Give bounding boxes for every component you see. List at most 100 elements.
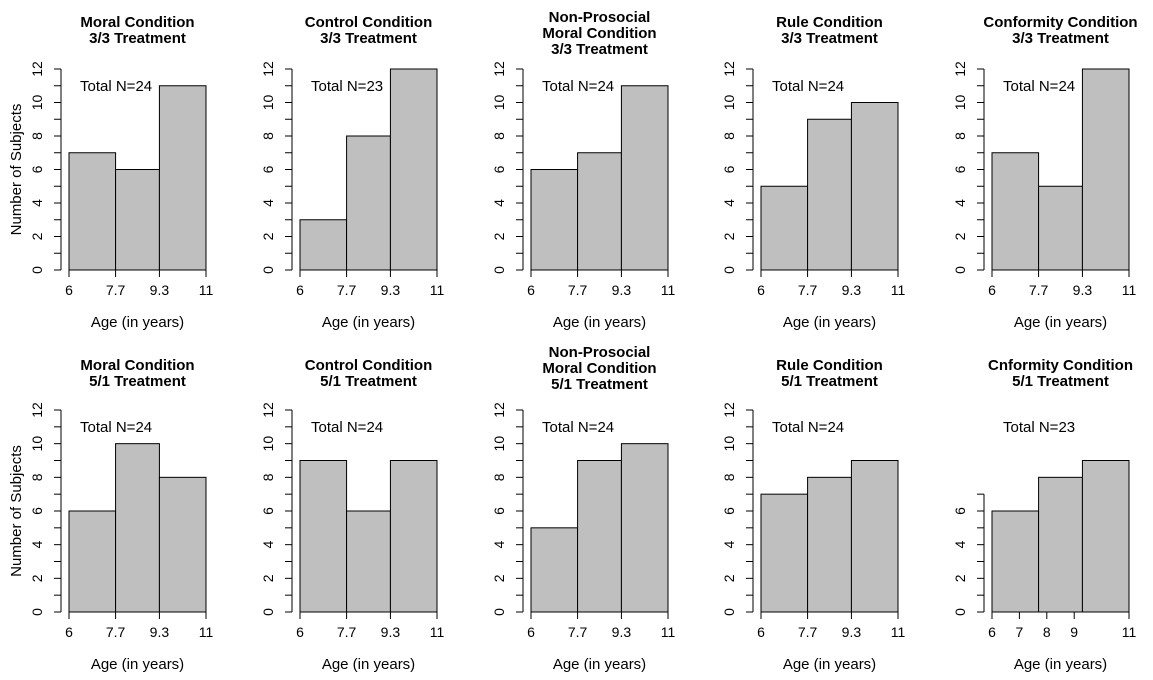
histogram-bar — [577, 152, 622, 271]
y-tick-label: 10 — [29, 95, 45, 111]
y-tick-label: 12 — [952, 61, 968, 77]
histogram-bar — [760, 493, 809, 613]
panel-title-line: 5/1 Treatment — [1012, 373, 1109, 390]
y-tick-label: 12 — [29, 402, 45, 418]
histogram-bar — [158, 476, 207, 613]
y-tick-label: 0 — [491, 608, 507, 616]
y-axis: 0 2 4 6 8 10 12 — [29, 61, 62, 274]
histogram-bar — [158, 85, 207, 271]
panel-title-line: Rule Condition — [776, 357, 883, 374]
total-n-label: Total N=24 — [772, 78, 844, 95]
histogram-bar — [530, 527, 579, 613]
y-tick-label: 6 — [29, 507, 45, 515]
panel-title-line: Moral Condition — [80, 357, 194, 374]
x-tick-label: 11 — [891, 282, 906, 298]
y-tick-label: 4 — [721, 541, 737, 549]
x-tick-label: 6 — [988, 624, 996, 640]
panel-title-line: 5/1 Treatment — [781, 373, 878, 390]
panel-title-line: 3/3 Treatment — [1012, 30, 1109, 47]
total-n-label: Total N=24 — [80, 78, 152, 95]
histogram-bar — [389, 68, 438, 271]
y-axis: 0 2 4 6 8 10 12 — [721, 61, 754, 274]
y-tick-label: 8 — [29, 132, 45, 140]
y-tick-label: 0 — [29, 608, 45, 616]
x-tick-label: 11 — [661, 282, 676, 298]
histogram-bar — [850, 460, 899, 613]
total-n-label: Total N=24 — [542, 419, 614, 436]
histogram-bar — [389, 460, 438, 613]
x-tick-label: 11 — [891, 624, 906, 640]
x-axis: 6 7.7 9.3 11 — [988, 269, 1136, 298]
x-tick-label: 11 — [199, 624, 214, 640]
x-tick-label: 11 — [199, 282, 214, 298]
y-tick-label: 0 — [491, 266, 507, 274]
y-tick-label: 6 — [491, 507, 507, 515]
histogram-bar — [346, 510, 391, 613]
x-axis-label: Age (in years) — [783, 656, 876, 673]
total-n-label: Total N=24 — [80, 419, 152, 436]
y-tick-label: 12 — [721, 402, 737, 418]
y-axis: 0 2 4 6 8 10 12 — [491, 402, 524, 616]
x-tick-label: 6 — [65, 624, 73, 640]
y-tick-label: 4 — [491, 199, 507, 207]
y-tick-label: 8 — [29, 473, 45, 481]
histogram-bar — [620, 85, 669, 271]
total-n-label: Total N=24 — [311, 419, 383, 436]
histogram-bar — [299, 460, 348, 613]
y-axis: 0 2 4 6 8 10 12 — [260, 61, 293, 274]
x-tick-label: 9.3 — [612, 282, 632, 298]
y-tick-label: 4 — [260, 541, 276, 549]
histogram-bar — [346, 135, 391, 271]
y-tick-label: 2 — [29, 232, 45, 240]
y-tick-label: 0 — [260, 608, 276, 616]
y-axis: 0 2 4 6 8 10 12 — [29, 402, 62, 616]
y-tick-label: 2 — [29, 574, 45, 582]
total-n-label: Total N=23 — [311, 78, 383, 95]
panel-title-line: 5/1 Treatment — [320, 373, 417, 390]
histogram-bar — [299, 219, 348, 271]
x-tick-label: 9.3 — [612, 624, 632, 640]
x-tick-label: 6 — [988, 282, 996, 298]
panel-title-line: Conformity Condition — [983, 14, 1137, 31]
y-axis: 0 2 4 6 8 10 12 — [260, 402, 293, 616]
panel-title-line: Rule Condition — [776, 14, 883, 31]
y-tick-label: 12 — [491, 61, 507, 77]
x-tick-label: 6 — [527, 282, 535, 298]
x-tick-label: 9.3 — [150, 282, 170, 298]
y-axis: 0 2 4 6 8 10 12 — [952, 61, 985, 274]
x-axis-label: Age (in years) — [91, 656, 184, 673]
y-tick-label: 2 — [952, 574, 968, 582]
panel-title-line: 3/3 Treatment — [781, 30, 878, 47]
y-tick-label: 4 — [721, 199, 737, 207]
x-axis-label: Age (in years) — [553, 656, 646, 673]
y-tick-label: 0 — [952, 608, 968, 616]
x-tick-label: 6 — [527, 624, 535, 640]
x-axis: 6 7.7 9.3 11 — [65, 269, 214, 298]
y-tick-label: 8 — [952, 132, 968, 140]
y-tick-label: 12 — [29, 61, 45, 77]
y-tick-label: 12 — [721, 61, 737, 77]
x-tick-label: 11 — [1122, 624, 1137, 640]
x-axis: 6 7.7 9.3 11 — [527, 611, 676, 640]
x-axis-label: Age (in years) — [322, 656, 415, 673]
y-tick-label: 8 — [491, 132, 507, 140]
x-tick-label: 6 — [296, 282, 304, 298]
y-tick-label: 6 — [952, 165, 968, 173]
x-tick-label: 7.7 — [106, 282, 126, 298]
histogram-bar — [1038, 476, 1083, 613]
x-tick-label: 6 — [757, 624, 765, 640]
histogram-bar — [807, 476, 852, 613]
total-n-label: Total N=23 — [1003, 419, 1075, 436]
x-tick-label: 7.7 — [798, 624, 818, 640]
panel-title-line: Moral Condition — [542, 360, 656, 377]
x-axis: 6 7.7 9.3 11 — [296, 611, 444, 640]
y-axis-label: Number of Subjects — [8, 445, 25, 577]
x-tick-label: 11 — [661, 624, 676, 640]
x-tick-label: 6 — [757, 282, 765, 298]
